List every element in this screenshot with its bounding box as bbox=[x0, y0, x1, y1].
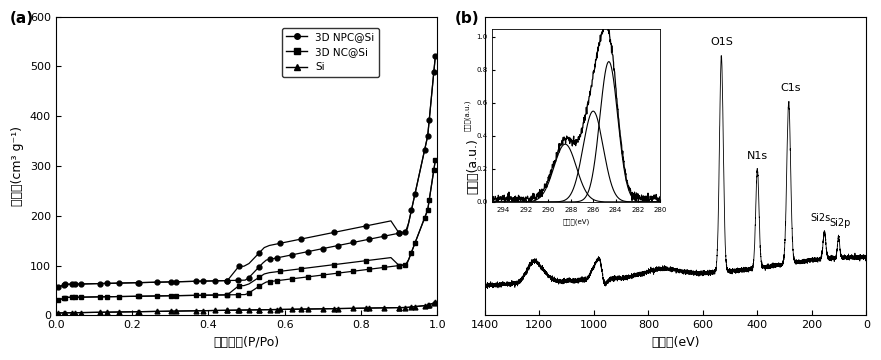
Text: C1s: C1s bbox=[781, 83, 801, 93]
Text: Si2s: Si2s bbox=[811, 213, 831, 223]
Legend: 3D NPC@Si, 3D NC@Si, Si: 3D NPC@Si, 3D NC@Si, Si bbox=[282, 28, 379, 77]
Text: N1s: N1s bbox=[747, 151, 768, 161]
Text: O1S: O1S bbox=[710, 37, 733, 48]
X-axis label: 结合能(eV): 结合能(eV) bbox=[651, 336, 700, 349]
Y-axis label: 吸附量(cm³ g⁻¹): 吸附量(cm³ g⁻¹) bbox=[11, 126, 24, 206]
Text: (a): (a) bbox=[10, 11, 34, 26]
Text: (b): (b) bbox=[455, 11, 479, 26]
Text: Si2p: Si2p bbox=[830, 218, 851, 228]
X-axis label: 相对压力(P/Po): 相对压力(P/Po) bbox=[213, 336, 279, 349]
Y-axis label: 峰强度(a.u.): 峰强度(a.u.) bbox=[466, 138, 479, 194]
